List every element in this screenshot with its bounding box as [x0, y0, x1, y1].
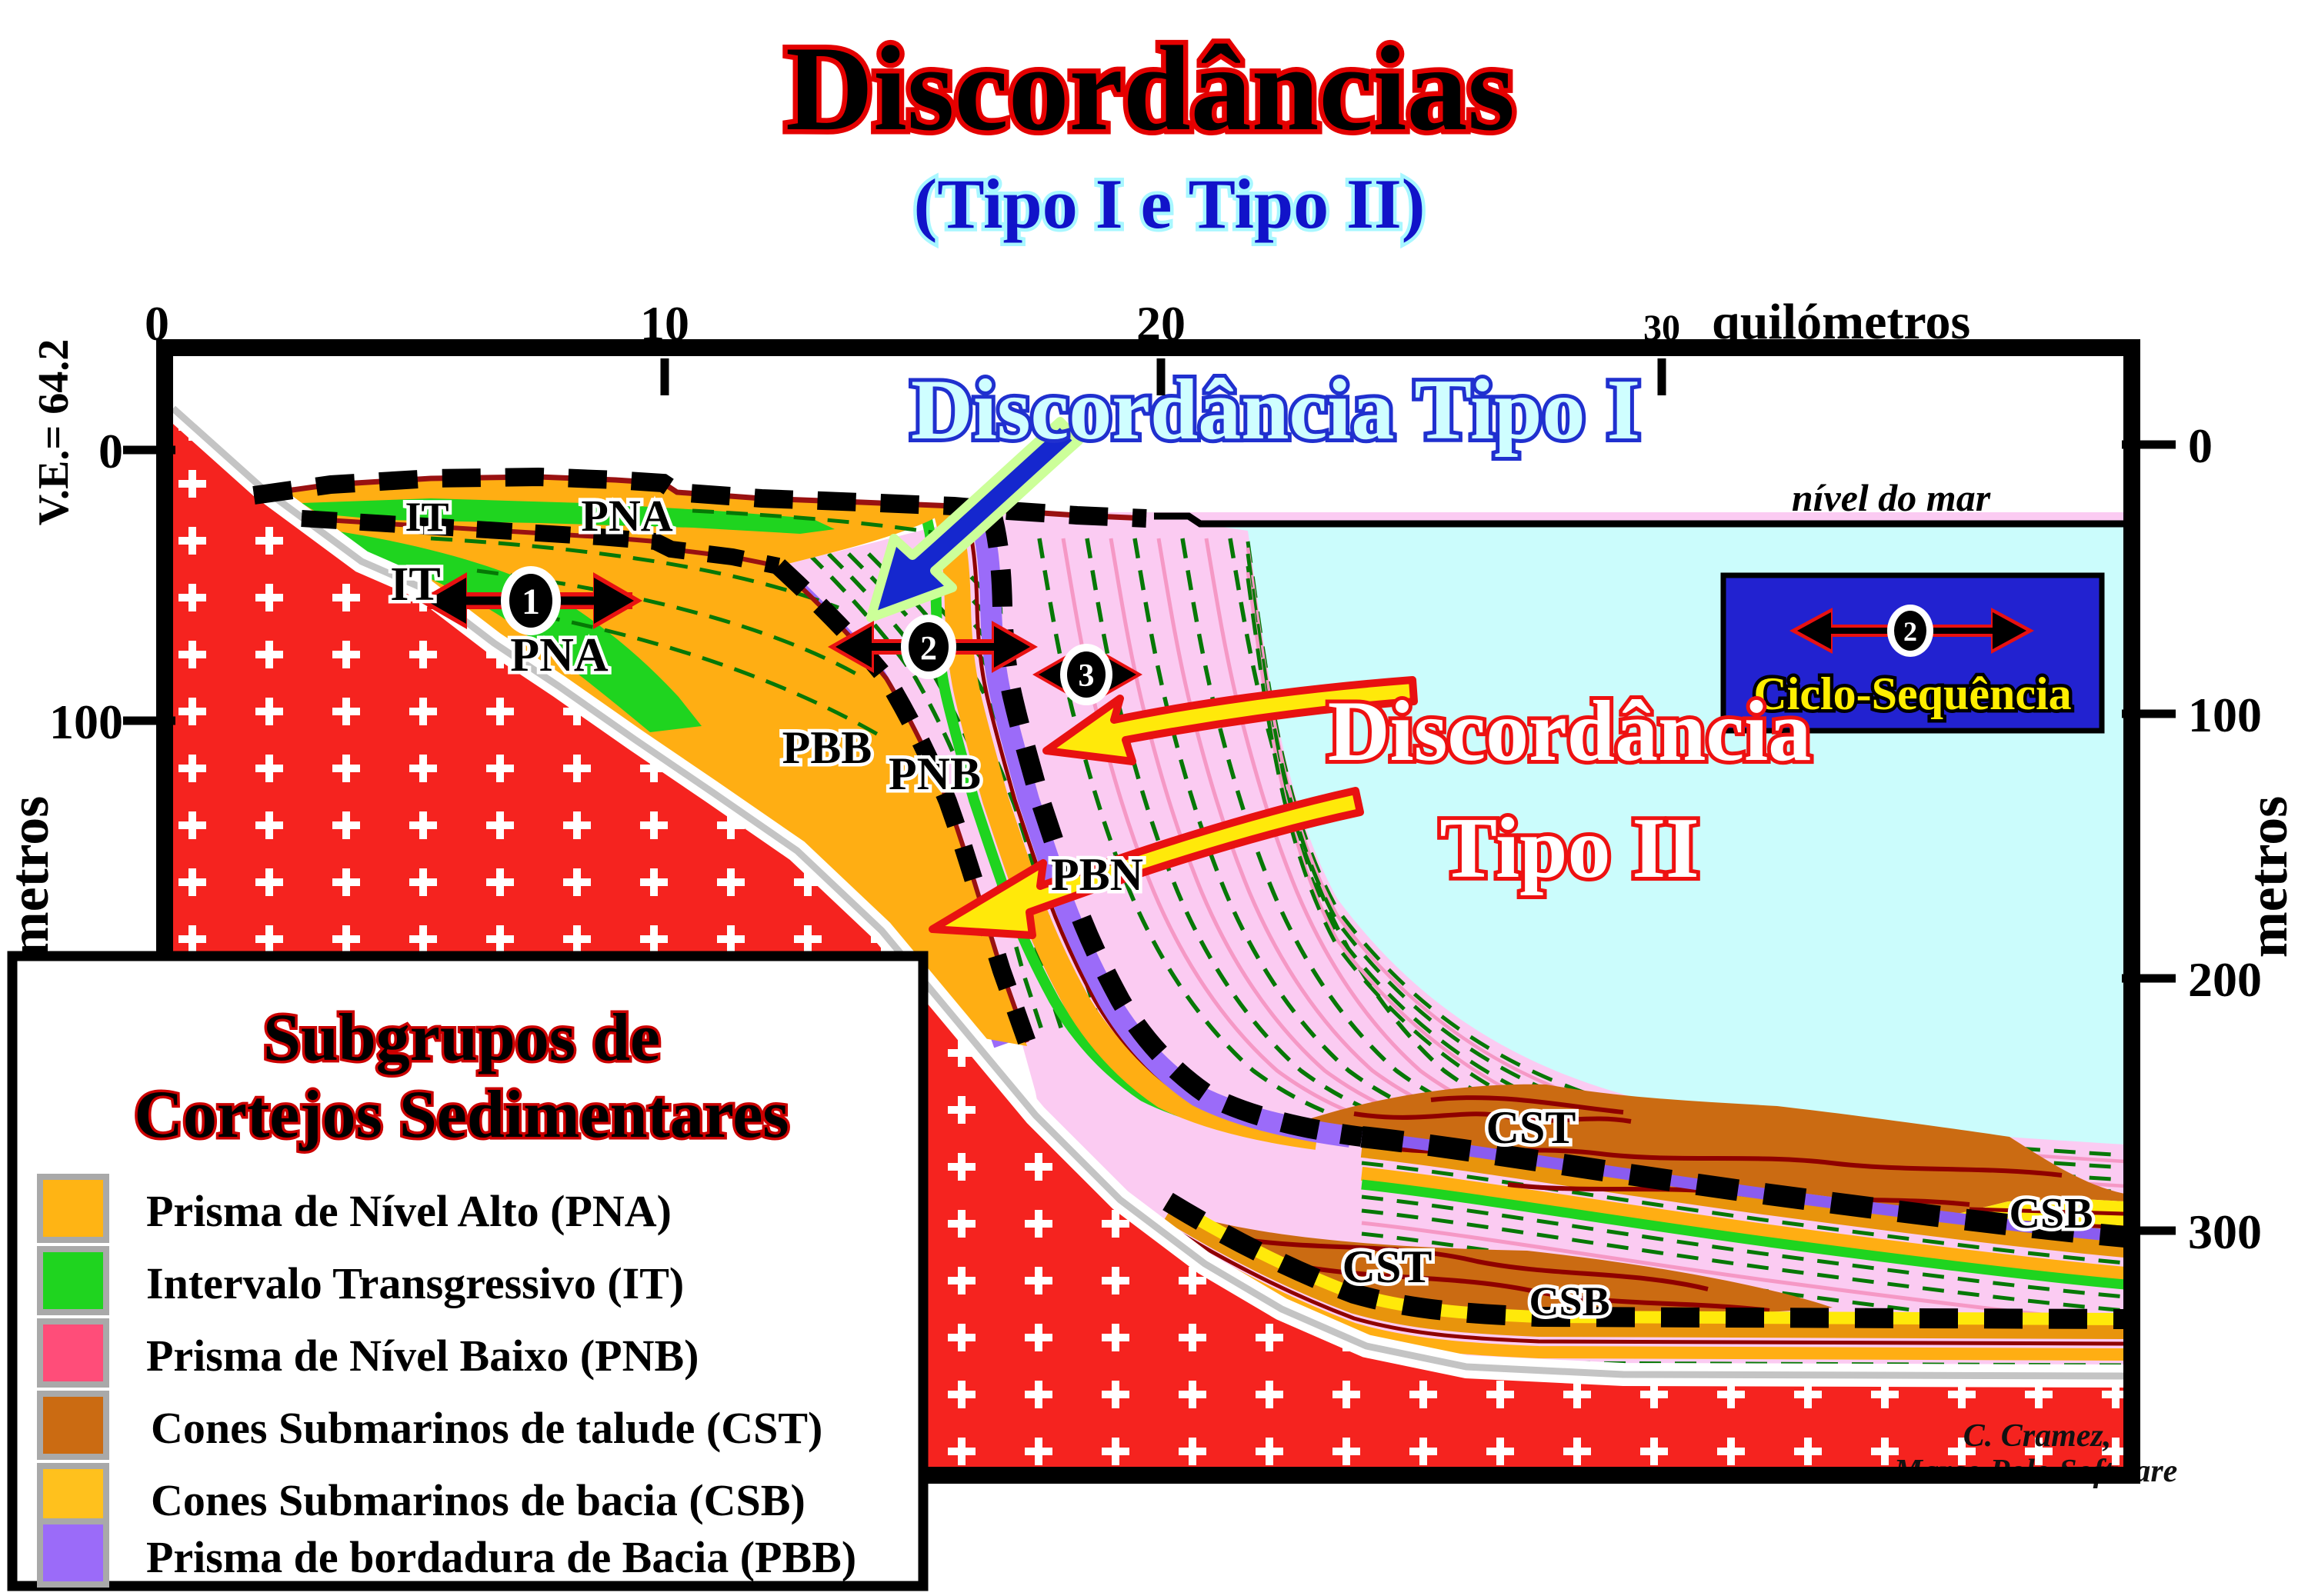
legend-item-pbb: Prisma de bordadura de Bacia (PBB) [37, 1518, 856, 1588]
top-axis-unit: quilómetros [1712, 294, 1970, 350]
legend-label-csb: Cones Submarinos de bacia (CSB) [151, 1475, 805, 1525]
cst-label-upper: CST [1486, 1102, 1576, 1153]
legend-item-cst: Cones Submarinos de talude (CST) [37, 1391, 822, 1460]
left-axis-unit: metros [0, 796, 60, 958]
type2-unconformity-title-line1: Discordância [1328, 684, 1811, 779]
right-tick-300: 300 [2188, 1204, 2262, 1259]
legend-label-cst: Cones Submarinos de talude (CST) [151, 1403, 822, 1453]
legend-swatch-it [37, 1246, 109, 1315]
legend-swatch-pnb [37, 1318, 109, 1388]
cycle-sequence-label: Ciclo-Sequência [1753, 668, 2071, 719]
top-tick-0: 0 [145, 296, 169, 351]
arrow-marker-2: 2 [828, 615, 1038, 679]
pna-label-lower: PNA [510, 629, 609, 681]
legend-swatch-cst [37, 1391, 109, 1460]
legend: Subgrupos de Cortejos Sedimentares Prism… [7, 951, 929, 1591]
cst-internal-lines [1246, 1095, 2063, 1313]
pna-label-upper: PNA [581, 491, 672, 541]
legend-swatch-pbb [37, 1518, 109, 1588]
type1-unconformity-title: Discordância Tipo I [911, 362, 1640, 458]
marker-3-number: 3 [1079, 658, 1095, 694]
legend-box [7, 951, 929, 1591]
arrow-marker-3: 3 [1032, 644, 1142, 705]
left-tick-100: 100 [49, 695, 123, 749]
marker-2-number: 2 [920, 629, 937, 667]
pbn-label: PBN [1051, 849, 1143, 900]
it-band-upper [302, 498, 835, 534]
legend-title-line1: Subgrupos de [263, 1001, 660, 1075]
cst-label-lower: CST [1342, 1241, 1432, 1292]
legend-label-pbb: Prisma de bordadura de Bacia (PBB) [146, 1532, 856, 1582]
legend-item-it: Intervalo Transgressivo (IT) [37, 1246, 684, 1315]
top-tick-30: 30 [1643, 308, 1680, 348]
page-subtitle: (Tipo I e Tipo II) [914, 165, 1426, 243]
legend-item-pna: Prisma de Nível Alto (PNA) [37, 1174, 672, 1243]
yellow-type2-arrow-upper [1042, 676, 1418, 765]
right-tick-0: 0 [2188, 418, 2213, 473]
left-tick-0: 0 [98, 424, 123, 478]
plot-border [156, 339, 2140, 1484]
it-label-lower: IT [390, 558, 440, 611]
blue-type1-arrow [866, 417, 1083, 622]
cycle-marker-number: 2 [1903, 616, 1917, 647]
yellow-type2-arrow-lower [929, 787, 1364, 939]
it-band-lower [314, 528, 702, 732]
right-axis-unit: metros [2237, 796, 2299, 958]
page-title: Discordâncias [785, 22, 1515, 156]
arrow-marker-1: 1 [418, 566, 642, 635]
sea-level-line [1154, 512, 2123, 528]
legend-title-line2: Cortejos Sedimentares [134, 1078, 789, 1152]
top-tick-10: 10 [640, 296, 689, 351]
csb-label-lower: CSB [1529, 1278, 1609, 1324]
vertical-exaggeration-label: V.E.= 64.2 [30, 339, 78, 525]
axis-ticks [123, 358, 2176, 1235]
legend-item-pnb: Prisma de Nível Baixo (PNB) [37, 1318, 699, 1388]
legend-item-csb: Cones Submarinos de bacia (CSB) [37, 1463, 805, 1532]
right-tick-100: 100 [2188, 688, 2262, 742]
axis-labels: 0 10 20 30 quilómetros 0 100 V.E.= 64.2 … [0, 294, 2299, 1259]
cycle-sequence-box: 2 Ciclo-Sequência [1720, 572, 2105, 734]
marker-1-number: 1 [522, 581, 540, 622]
it-label-upper: IT [405, 494, 449, 540]
type2-unconformity-title-line2: Tipo II [1439, 801, 1699, 896]
top-tick-20: 20 [1136, 296, 1186, 351]
legend-label-pna: Prisma de Nível Alto (PNA) [146, 1186, 672, 1236]
csb-label-upper: CSB [2009, 1190, 2093, 1238]
pbb-label: PBB [782, 722, 872, 773]
credit-line1: C. Cramez, [1963, 1418, 2112, 1454]
sea-level-label: nível do mar [1792, 476, 1991, 519]
legend-swatch-pna [37, 1174, 109, 1243]
pnb-label: PNB [889, 748, 981, 799]
unit-labels: IT IT PNA PNA PBB PNB PBN CST CST CSB CS… [387, 488, 2096, 1328]
legend-label-pnb: Prisma de Nível Baixo (PNB) [146, 1331, 699, 1381]
right-tick-200: 200 [2188, 952, 2262, 1007]
legend-label-it: Intervalo Transgressivo (IT) [146, 1258, 684, 1308]
